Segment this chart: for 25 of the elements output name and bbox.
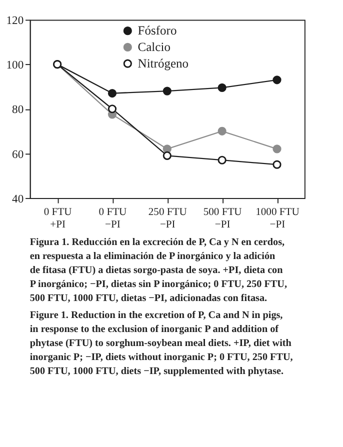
- point: [272, 160, 282, 169]
- x-tick-label: 500 FTU −PI: [203, 206, 242, 230]
- point: [218, 156, 226, 164]
- x-tick-label: 0 FTU +PI: [44, 206, 72, 230]
- caption: Figure 1. Reduction in the excretion of P, Ca and N in pigs, in response to the exclusion of inorganic P and addition of phytase (FTU) to sorghum-soybean meal diets. +IP, diet with inorganic P; −IP, diets without inorganic P; 0 FTU, 250 FTU, 500 FTU, 1000 FTU, diets −IP, supplemented with phytase.: [30, 310, 294, 377]
- legend-label: Calcio: [138, 40, 170, 54]
- point: [108, 104, 117, 114]
- y-tick-label: 80: [12, 103, 24, 116]
- y-tick-label: 60: [12, 148, 24, 161]
- legend-label: Fósforo: [138, 24, 177, 38]
- text: Figura 1. Reducción en la excreción de P, Ca y N en cerdos, en respuesta a la eliminación de P inorgánico y la adición de fitasa (FTU) a dietas sorgo-pasta de soya. +PI, dieta con P inorgánico; −PI, dietas sin P inorgánico; 0 FTU, 250 FTU, 500 FTU, 1000 FTU, dietas −PI, adicionadas con fitasa.: [30, 237, 288, 304]
- point: [162, 86, 172, 96]
- point: [218, 83, 226, 92]
- point: [162, 151, 172, 160]
- x-tick-label: 0 FTU −PI: [98, 206, 128, 230]
- legend-label: Nitrógeno: [138, 56, 189, 70]
- y-tick-label: 100: [6, 58, 24, 72]
- point: [218, 126, 226, 136]
- y-tick-label: 120: [6, 14, 24, 28]
- point: [272, 144, 282, 154]
- point: [108, 88, 117, 98]
- x-tick-label: 250 FTU −PI: [148, 206, 188, 230]
- x-tick-label: 1000 FTU −PI: [256, 206, 300, 230]
- y-tick-label: 40: [12, 192, 24, 206]
- point: [272, 76, 282, 84]
